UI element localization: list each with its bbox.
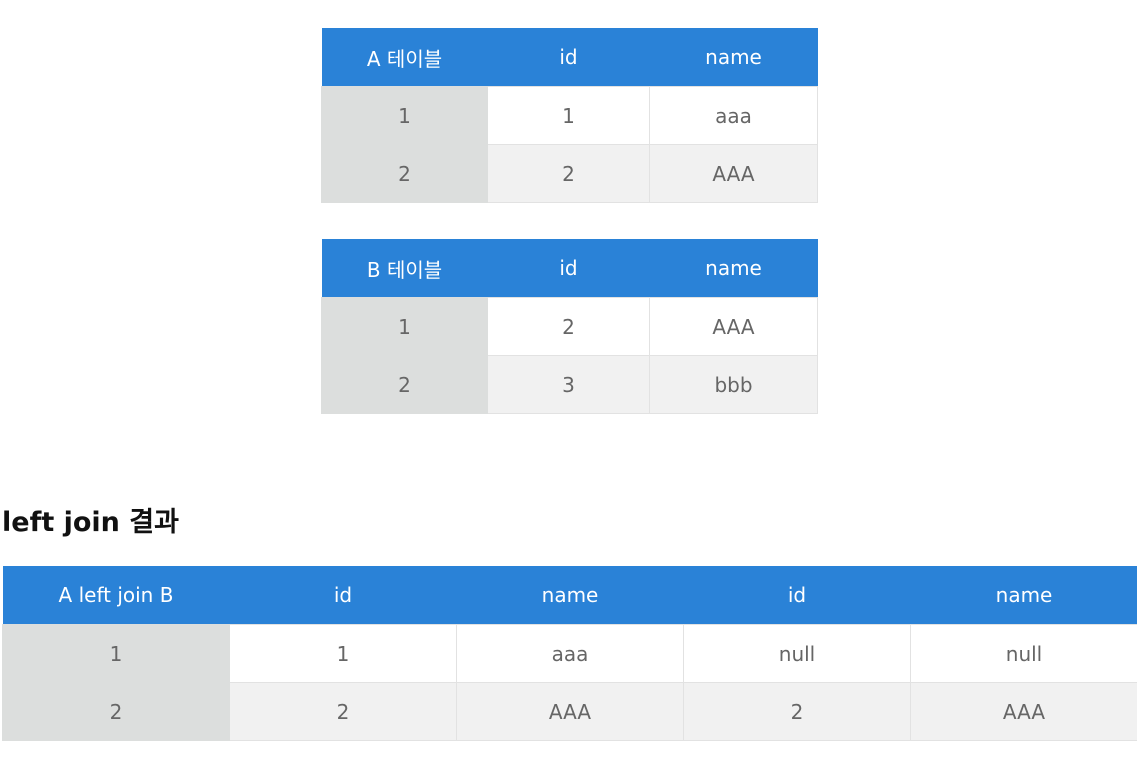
table-header-row: A left join B id name id name [2, 566, 1137, 625]
table-header-row: B 테이블 id name [321, 239, 818, 298]
table-cell: null [683, 624, 911, 683]
table-row: 2 2 AAA 2 AAA [2, 682, 1137, 741]
left-join-result-table: A left join B id name id name 1 1 aaa nu… [2, 566, 1137, 741]
table-a: A 테이블 id name 1 1 aaa 2 2 AAA [321, 28, 818, 203]
table-cell: aaa [456, 624, 684, 683]
table-cell: AAA [649, 297, 818, 356]
table-cell: 1 [321, 297, 488, 356]
table-cell: AAA [910, 682, 1137, 741]
table-cell: 1 [229, 624, 457, 683]
table-cell: 1 [487, 86, 650, 145]
table-cell: 1 [2, 624, 230, 683]
table-row: 2 3 bbb [321, 355, 818, 414]
table-cell: 2 [321, 144, 488, 203]
table-b: B 테이블 id name 1 2 AAA 2 3 bbb [321, 239, 818, 414]
table-cell: bbb [649, 355, 818, 414]
column-header: name [649, 239, 818, 298]
table-cell: AAA [649, 144, 818, 203]
column-header: id [487, 28, 650, 87]
column-header: name [456, 566, 684, 625]
table-cell: 3 [487, 355, 650, 414]
table-row: 1 2 AAA [321, 297, 818, 356]
table-cell: 2 [229, 682, 457, 741]
column-header: A 테이블 [321, 28, 488, 87]
table-row: 1 1 aaa null null [2, 624, 1137, 683]
table-cell: null [910, 624, 1137, 683]
column-header: A left join B [2, 566, 230, 625]
column-header: B 테이블 [321, 239, 488, 298]
result-heading: left join 결과 [2, 507, 179, 538]
column-header: name [910, 566, 1137, 625]
table-cell: 2 [487, 297, 650, 356]
table-cell: 1 [321, 86, 488, 145]
column-header: id [229, 566, 457, 625]
table-header-row: A 테이블 id name [321, 28, 818, 87]
table-row: 1 1 aaa [321, 86, 818, 145]
table-row: 2 2 AAA [321, 144, 818, 203]
column-header: id [683, 566, 911, 625]
table-cell: 2 [683, 682, 911, 741]
table-cell: 2 [2, 682, 230, 741]
table-cell: 2 [321, 355, 488, 414]
table-cell: aaa [649, 86, 818, 145]
column-header: name [649, 28, 818, 87]
table-cell: AAA [456, 682, 684, 741]
table-cell: 2 [487, 144, 650, 203]
column-header: id [487, 239, 650, 298]
